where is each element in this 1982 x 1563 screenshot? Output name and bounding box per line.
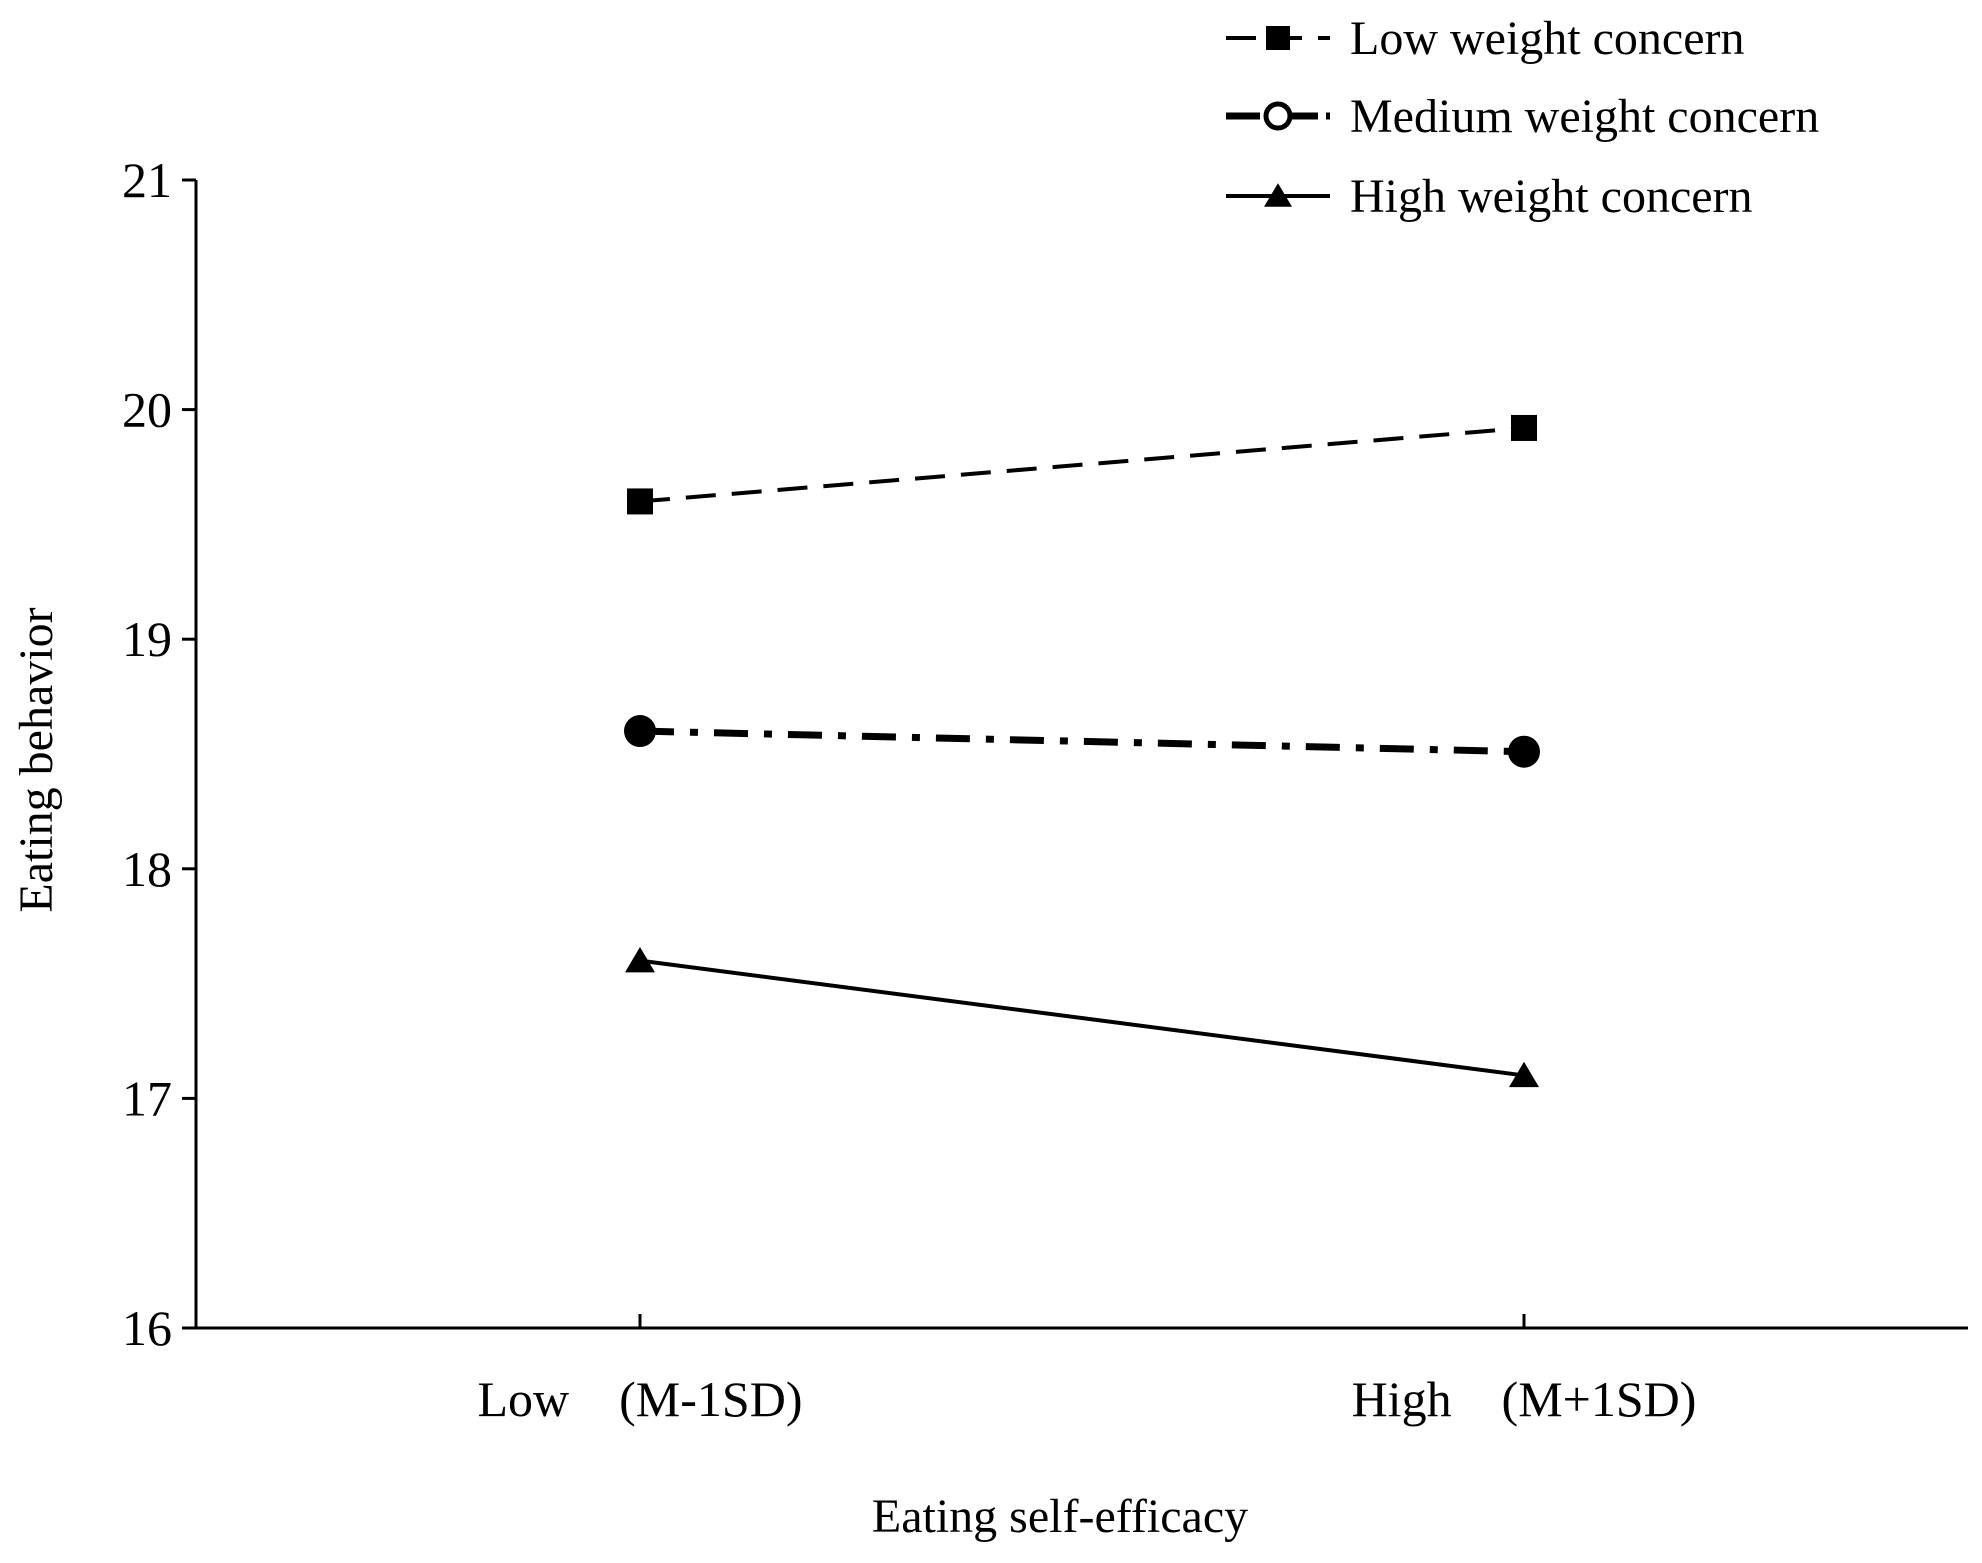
series-2 (625, 946, 1539, 1088)
y-tick-label-18: 18 (122, 841, 172, 897)
y-tick-label-19: 19 (122, 611, 172, 667)
legend-item-0: Low weight concern (1226, 12, 1745, 65)
x-tick-label-0: Low (M-1SD) (478, 1371, 803, 1427)
y-axis-label: Eating behavior (10, 607, 63, 912)
series-line-1 (639, 727, 1525, 756)
y-tick-label-20: 20 (122, 382, 172, 438)
axes-layer (194, 180, 1968, 1330)
series-line-0 (639, 425, 1525, 504)
legend-marker-1 (1263, 101, 1293, 131)
y-tick-label-16: 16 (122, 1300, 172, 1356)
y-tick-label-21: 21 (122, 152, 172, 208)
data-point-1-0 (624, 715, 656, 748)
series-line-2 (639, 958, 1525, 1078)
legend-layer: Low weight concern Medium weight concern H… (1226, 12, 1819, 223)
legend-label-0: Low weight concern (1350, 12, 1745, 65)
data-point-0-1 (1511, 414, 1537, 441)
series-1 (624, 715, 1540, 768)
ticks-layer: 16 17 18 19 20 21 Low (M-1SD) High (M+1SD) (122, 152, 1696, 1427)
y-tick-label-17: 17 (122, 1070, 172, 1126)
data-point-1-1 (1508, 735, 1540, 768)
legend-item-2: High weight concern (1226, 170, 1753, 223)
legend-marker-0 (1266, 26, 1290, 50)
series-layer (624, 414, 1540, 1088)
data-point-0-0 (627, 488, 653, 515)
series-0 (627, 414, 1537, 515)
legend-label-2: High weight concern (1350, 170, 1753, 223)
x-axis-label: Eating self-efficacy (872, 1490, 1248, 1543)
x-tick-label-1: High (M+1SD) (1352, 1371, 1697, 1427)
legend-item-1: Medium weight concern (1226, 90, 1819, 143)
legend-marker-2 (1264, 183, 1292, 207)
data-point-2-1 (1509, 1061, 1539, 1088)
legend-label-1: Medium weight concern (1350, 90, 1819, 143)
data-point-2-0 (625, 946, 655, 973)
